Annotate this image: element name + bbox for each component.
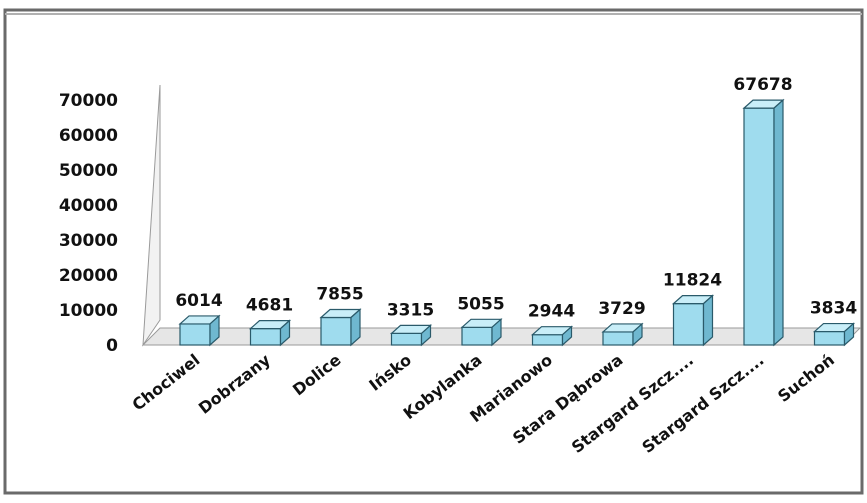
y-tick-label: 20000 [59,266,118,286]
bar-front [461,326,493,346]
bar [460,317,503,347]
bar-side [350,308,361,347]
bar-front [602,331,634,346]
bar [671,294,715,347]
bar-front [743,107,775,346]
y-axis: 0 10000 20000 30000 40000 50000 60000 70000 [59,91,118,356]
bar-front [320,316,352,346]
bar [812,322,856,347]
data-label: 4681 [246,296,293,316]
bar-side [491,317,502,347]
data-label: 7855 [316,285,363,305]
data-label: 11824 [663,271,722,291]
bar [530,325,574,347]
back-wall [142,84,161,347]
bar-front [390,332,423,346]
bar-side [632,322,643,347]
data-label: 5055 [457,294,504,314]
y-tick-label: 30000 [59,231,118,251]
data-label: 3729 [598,299,645,319]
bar-front [672,303,705,346]
y-tick-label: 70000 [59,91,118,111]
value-labels: 6014 4681 7855 3315 5055 2944 3729 11824 67678 38… [175,75,857,322]
y-tick-label: 0 [106,336,118,356]
bar [742,98,785,347]
bar-front [179,323,211,346]
bar [248,319,292,347]
bar-front [249,328,282,346]
y-tick-label: 60000 [59,126,118,146]
bar-side [561,325,573,347]
y-tick-label: 10000 [59,301,118,321]
data-label: 3315 [387,300,434,320]
data-label: 2944 [528,302,575,322]
data-label: 6014 [175,291,222,311]
bar-front [531,334,564,346]
bar-side [843,322,855,347]
bar-front [813,330,846,346]
bar-side [209,314,220,347]
bar-side [279,319,291,347]
y-tick-label: 50000 [59,161,118,181]
bar-side [702,294,714,347]
data-label: 67678 [733,75,792,95]
bar-side [420,324,432,347]
bar [389,324,433,347]
data-label: 3834 [810,299,857,319]
chart-border [3,8,864,495]
bar-side [773,98,784,347]
bars [178,98,856,347]
bar [178,314,221,347]
y-tick-label: 40000 [59,196,118,216]
bar [601,322,644,347]
bar [319,308,362,347]
